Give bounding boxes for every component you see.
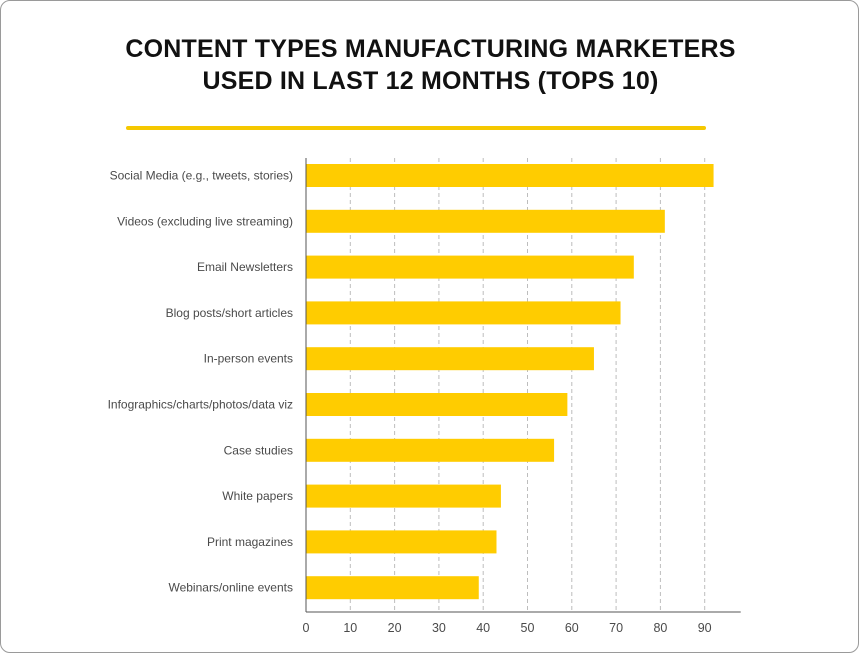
- bar-3: [306, 301, 621, 325]
- category-label: Infographics/charts/photos/data viz: [108, 398, 293, 412]
- x-tick-label: 90: [698, 621, 712, 635]
- chart-title: CONTENT TYPES MANUFACTURING MARKETERS US…: [0, 33, 861, 97]
- category-label: Webinars/online events: [168, 581, 293, 595]
- category-label: Email Newsletters: [197, 260, 293, 274]
- chart-title-line-1: CONTENT TYPES MANUFACTURING MARKETERS: [125, 35, 736, 63]
- bar-0: [306, 164, 714, 187]
- category-label: White papers: [222, 489, 293, 503]
- bar-8: [306, 530, 497, 554]
- x-tick-label: 10: [343, 621, 357, 635]
- tick-labels: 0 10 20 30 40 50 60 70 80 90: [303, 621, 712, 635]
- bar-6: [306, 438, 555, 462]
- x-tick-label: 60: [565, 621, 579, 635]
- x-tick-label: 70: [609, 621, 623, 635]
- category-label: Print magazines: [207, 535, 293, 549]
- category-label: Social Media (e.g., tweets, stories): [110, 169, 293, 183]
- category-label: Videos (excluding live streaming): [117, 214, 293, 228]
- x-tick-label: 40: [476, 621, 490, 635]
- x-tick-label: 80: [653, 621, 667, 635]
- x-tick-label: 30: [432, 621, 446, 635]
- category-label: Case studies: [224, 443, 293, 457]
- x-tick-label: 0: [303, 621, 310, 635]
- x-tick-label: 20: [388, 621, 402, 635]
- category-label: Blog posts/short articles: [166, 306, 293, 320]
- bar-5: [306, 393, 568, 416]
- chart-title-line-2: USED IN LAST 12 MONTHS (TOPS 10): [202, 67, 659, 95]
- bars: [306, 164, 714, 600]
- bar-7: [306, 484, 501, 508]
- title-underline: [126, 126, 706, 130]
- x-tick-label: 50: [521, 621, 535, 635]
- axes: [305, 158, 741, 613]
- bar-2: [306, 255, 634, 279]
- bar-1: [306, 209, 665, 233]
- bar-9: [306, 576, 479, 600]
- category-labels: Social Media (e.g., tweets, stories) Vide…: [108, 169, 293, 595]
- category-label: In-person events: [204, 352, 293, 366]
- bar-4: [306, 347, 594, 371]
